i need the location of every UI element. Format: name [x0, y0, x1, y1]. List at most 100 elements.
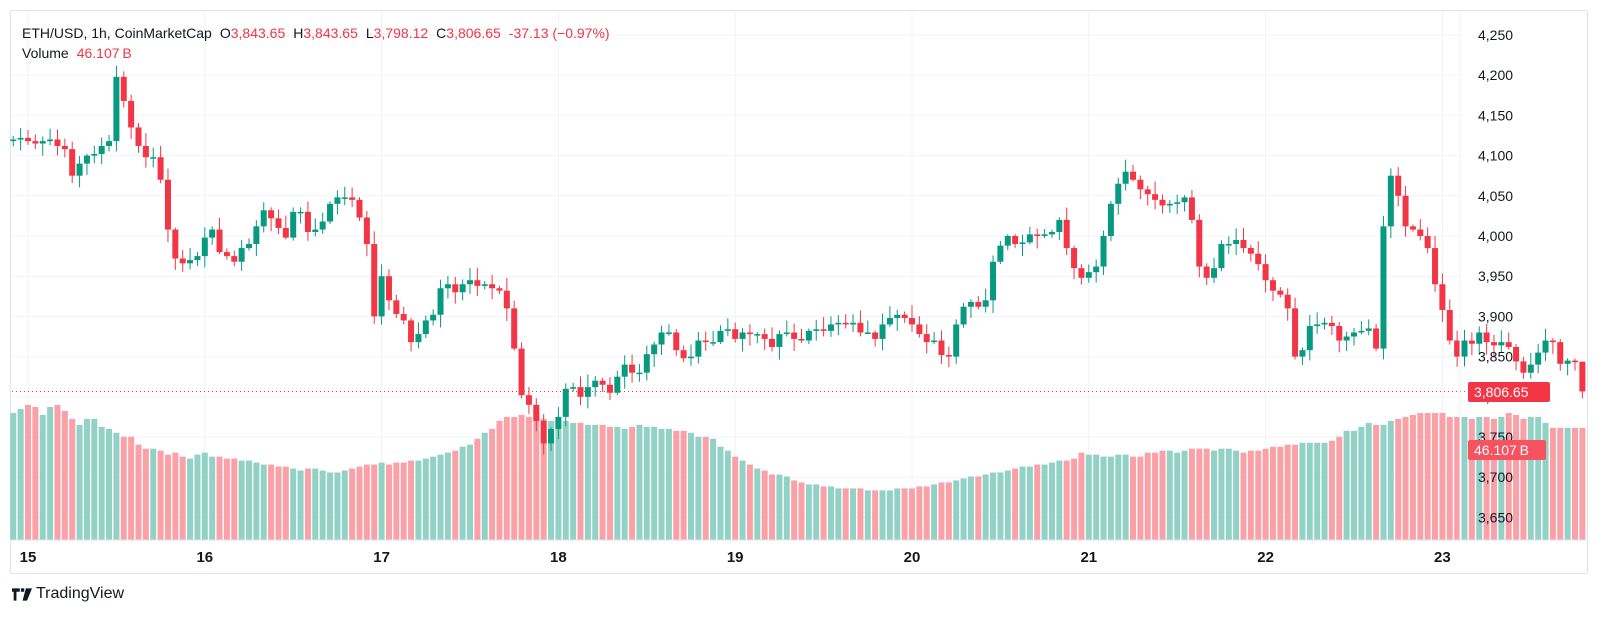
candle[interactable]: [724, 318, 731, 336]
candle[interactable]: [246, 238, 252, 251]
candle[interactable]: [680, 345, 687, 363]
time-axis[interactable]: 15 16 17 18 19 20 21 22 23: [20, 549, 1451, 566]
candle[interactable]: [1137, 175, 1144, 200]
candle[interactable]: [1424, 227, 1431, 254]
candle[interactable]: [1314, 312, 1321, 334]
candle[interactable]: [1056, 217, 1063, 240]
candle[interactable]: [710, 331, 717, 346]
candle[interactable]: [584, 374, 591, 409]
candle[interactable]: [739, 327, 746, 352]
candle[interactable]: [1269, 277, 1276, 302]
candle[interactable]: [599, 378, 606, 392]
candle[interactable]: [1513, 344, 1520, 371]
candle[interactable]: [1262, 254, 1269, 293]
candle[interactable]: [341, 186, 348, 206]
candle[interactable]: [791, 323, 798, 351]
candle[interactable]: [481, 281, 488, 290]
candle[interactable]: [901, 311, 908, 323]
candle[interactable]: [1505, 332, 1512, 350]
candle[interactable]: [673, 328, 680, 356]
candle[interactable]: [1299, 347, 1306, 366]
candle[interactable]: [496, 285, 503, 295]
candle[interactable]: [39, 136, 46, 156]
candle[interactable]: [467, 268, 473, 294]
candle[interactable]: [1063, 207, 1070, 256]
candle[interactable]: [187, 248, 194, 270]
candle[interactable]: [1188, 189, 1195, 224]
candle[interactable]: [805, 328, 812, 345]
candle[interactable]: [636, 364, 643, 382]
candle[interactable]: [25, 129, 31, 145]
chart-frame[interactable]: [10, 10, 1588, 574]
candle[interactable]: [798, 328, 805, 343]
candle[interactable]: [923, 324, 930, 354]
candle[interactable]: [1483, 323, 1490, 355]
candle[interactable]: [1218, 240, 1225, 272]
candle[interactable]: [629, 354, 636, 383]
candle[interactable]: [452, 276, 459, 304]
candle[interactable]: [83, 153, 90, 175]
candle[interactable]: [260, 202, 267, 233]
candle[interactable]: [304, 201, 311, 241]
candle[interactable]: [1417, 219, 1424, 241]
candle[interactable]: [1034, 228, 1041, 249]
candle[interactable]: [886, 306, 893, 328]
candle[interactable]: [850, 314, 857, 332]
candle[interactable]: [1527, 352, 1534, 379]
candle[interactable]: [945, 346, 952, 368]
candle[interactable]: [503, 277, 510, 322]
candle[interactable]: [1336, 321, 1343, 353]
candle[interactable]: [1211, 257, 1218, 283]
candle[interactable]: [1490, 334, 1497, 358]
candle[interactable]: [1203, 263, 1210, 286]
candle[interactable]: [1476, 326, 1483, 355]
candle[interactable]: [1085, 264, 1092, 283]
candle[interactable]: [1535, 343, 1542, 374]
candle[interactable]: [290, 207, 297, 241]
candle[interactable]: [378, 264, 385, 325]
candle[interactable]: [1402, 186, 1409, 237]
candle[interactable]: [555, 407, 562, 440]
candle[interactable]: [1564, 358, 1571, 376]
candle[interactable]: [909, 305, 915, 332]
candle[interactable]: [98, 137, 105, 165]
candle[interactable]: [916, 316, 923, 338]
candle[interactable]: [194, 251, 201, 267]
candle[interactable]: [1292, 297, 1299, 360]
candle[interactable]: [223, 248, 230, 260]
candle[interactable]: [1395, 167, 1402, 207]
candle[interactable]: [356, 197, 363, 222]
candle[interactable]: [621, 355, 628, 389]
candle[interactable]: [1041, 228, 1048, 239]
candle[interactable]: [835, 315, 842, 336]
candle[interactable]: [319, 212, 326, 234]
candle[interactable]: [1461, 329, 1468, 367]
candle[interactable]: [1240, 227, 1247, 253]
candle[interactable]: [201, 227, 208, 268]
candle[interactable]: [327, 201, 334, 224]
candle[interactable]: [1048, 229, 1055, 238]
candle[interactable]: [1321, 317, 1328, 330]
price-axis[interactable]: 4,250 4,200 4,150 4,100 4,050 4,000 3,950 3,900…: [1478, 27, 1513, 525]
candle[interactable]: [1174, 194, 1181, 215]
candle[interactable]: [769, 327, 776, 352]
candle[interactable]: [982, 288, 989, 313]
candle[interactable]: [54, 129, 61, 156]
candle[interactable]: [1432, 235, 1439, 292]
candle[interactable]: [334, 190, 341, 215]
volume-label[interactable]: Volume: [22, 45, 69, 61]
candle[interactable]: [47, 128, 54, 146]
candle[interactable]: [872, 330, 879, 347]
candle[interactable]: [820, 317, 827, 337]
candle[interactable]: [1284, 288, 1291, 321]
candle[interactable]: [658, 325, 665, 356]
candle[interactable]: [643, 345, 650, 381]
candle[interactable]: [1409, 224, 1416, 232]
candle[interactable]: [813, 320, 820, 341]
candle[interactable]: [1100, 230, 1107, 275]
candle[interactable]: [967, 299, 974, 318]
candle[interactable]: [695, 331, 702, 364]
candle[interactable]: [754, 332, 761, 344]
candle[interactable]: [474, 267, 481, 296]
candle[interactable]: [1387, 168, 1394, 239]
